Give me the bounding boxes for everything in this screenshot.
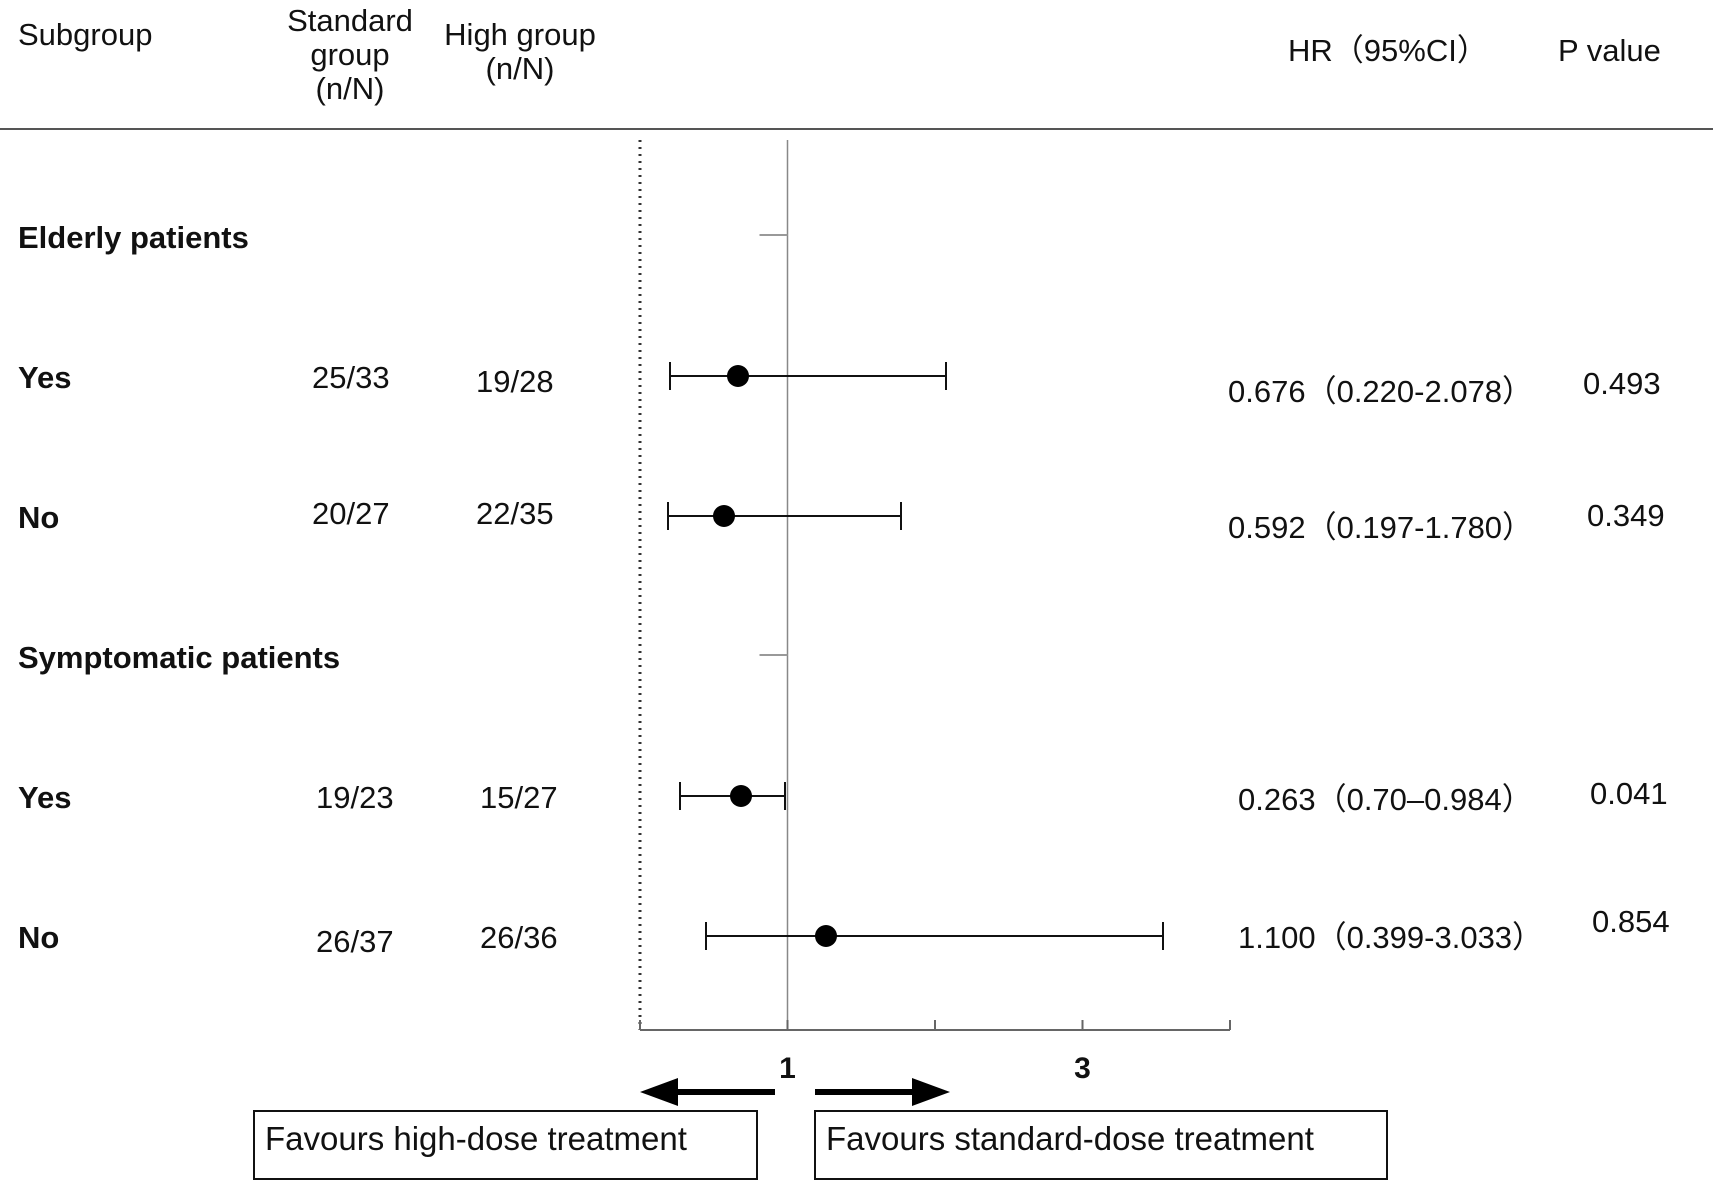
header-divider xyxy=(0,128,1713,130)
high-count: 15/27 xyxy=(480,780,558,815)
standard-group-header: Standard group (n/N) xyxy=(260,4,440,106)
p-value-header: P value xyxy=(1558,33,1661,68)
p-value: 0.349 xyxy=(1587,498,1665,533)
high-header-line1: High group xyxy=(444,17,596,52)
standard-count: 19/23 xyxy=(316,780,394,815)
subgroup-header: Subgroup xyxy=(18,17,153,52)
hr-ci-value: 0.592（0.197-1.780） xyxy=(1228,510,1534,545)
high-count: 22/35 xyxy=(476,496,554,531)
high-count: 26/36 xyxy=(480,920,558,955)
standard-count: 26/37 xyxy=(316,924,394,959)
standard-header-line1: Standard xyxy=(287,3,413,38)
row-label: No xyxy=(18,920,60,955)
hr-point xyxy=(727,365,749,387)
high-header-line2: (n/N) xyxy=(485,51,555,86)
favours-high-box: Favours high-dose treatment xyxy=(253,1110,758,1180)
x-tick-label: 3 xyxy=(1074,1052,1091,1085)
section-title-elderly: Elderly patients xyxy=(18,220,249,255)
section-title-symptomatic: Symptomatic patients xyxy=(18,640,341,675)
hr-point xyxy=(713,505,735,527)
p-value: 0.041 xyxy=(1590,776,1668,811)
p-value: 0.493 xyxy=(1583,366,1661,401)
x-tick-label: 1 xyxy=(779,1052,796,1085)
standard-count: 20/27 xyxy=(312,496,390,531)
hr-point xyxy=(730,785,752,807)
left-arrow-head xyxy=(640,1078,678,1106)
favours-standard-box: Favours standard-dose treatment xyxy=(814,1110,1388,1180)
forest-marks xyxy=(667,362,1164,950)
favours-high-label: Favours high-dose treatment xyxy=(265,1120,687,1157)
hr-ci-value: 1.100（0.399-3.033） xyxy=(1238,920,1544,955)
p-value: 0.854 xyxy=(1592,904,1670,939)
hr-ci-header: HR（95%CI） xyxy=(1288,33,1488,68)
row-label: Yes xyxy=(18,780,72,815)
standard-header-line3: (n/N) xyxy=(315,71,385,106)
hr-point xyxy=(815,925,837,947)
high-group-header: High group (n/N) xyxy=(430,18,610,86)
right-arrow-head xyxy=(912,1078,950,1106)
row-label: Yes xyxy=(18,360,72,395)
favours-standard-label: Favours standard-dose treatment xyxy=(826,1120,1314,1157)
high-count: 19/28 xyxy=(476,364,554,399)
standard-header-line2: group xyxy=(310,37,390,72)
hr-ci-value: 0.263（0.70–0.984） xyxy=(1238,782,1533,817)
row-label: No xyxy=(18,500,60,535)
hr-ci-value: 0.676（0.220-2.078） xyxy=(1228,374,1534,409)
standard-count: 25/33 xyxy=(312,360,390,395)
